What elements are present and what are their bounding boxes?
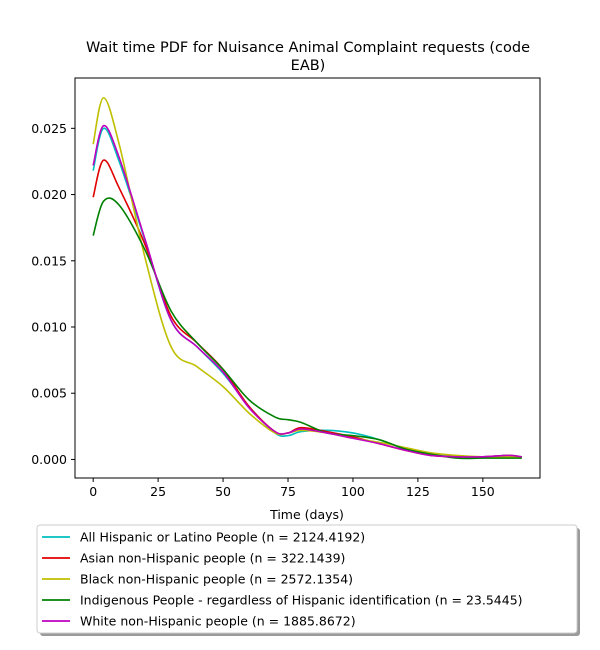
y-tick-label: 0.025	[31, 121, 67, 136]
y-tick-label: 0.020	[31, 187, 67, 202]
x-axis-label: Time (days)	[269, 507, 344, 522]
y-axis-ticks: 0.000 0.005 0.010 0.015 0.020 0.025	[31, 121, 75, 467]
x-tick-label: 125	[406, 484, 430, 499]
y-tick-label: 0.010	[31, 320, 67, 335]
legend-box	[36, 524, 578, 634]
y-tick-label: 0.015	[31, 253, 67, 268]
series-line-1	[92, 159, 522, 458]
x-tick-label: 25	[150, 484, 166, 499]
legend-entries: All Hispanic or Latino People (n = 2124.…	[42, 530, 523, 629]
legend-label-4: White non-Hispanic people (n = 1885.8672…	[80, 614, 356, 629]
legend-label-1: Asian non-Hispanic people (n = 322.1439)	[80, 551, 345, 566]
x-tick-label: 0	[89, 484, 97, 499]
x-tick-label: 150	[471, 484, 495, 499]
legend-label-0: All Hispanic or Latino People (n = 2124.…	[80, 530, 365, 545]
series-line-4	[92, 124, 522, 458]
plot-frame	[74, 77, 541, 479]
chart-title-line-2: EAB)	[291, 58, 326, 74]
x-tick-label: 75	[280, 484, 296, 499]
x-tick-label: 100	[341, 484, 365, 499]
legend: All Hispanic or Latino People (n = 2124.…	[36, 524, 580, 636]
plot-lines	[92, 97, 522, 460]
chart-title-line-1: Wait time PDF for Nuisance Animal Compla…	[86, 40, 530, 56]
series-line-0	[92, 127, 522, 458]
legend-label-3: Indigenous People - regardless of Hispan…	[80, 593, 523, 608]
x-axis-ticks: 0 25 50 75 100 125 150	[89, 478, 495, 499]
series-line-3	[92, 197, 522, 460]
y-tick-label: 0.000	[31, 452, 67, 467]
x-tick-label: 50	[215, 484, 231, 499]
series-line-2	[92, 97, 522, 458]
legend-label-2: Black non-Hispanic people (n = 2572.1354…	[80, 572, 353, 587]
y-tick-label: 0.005	[31, 386, 67, 401]
